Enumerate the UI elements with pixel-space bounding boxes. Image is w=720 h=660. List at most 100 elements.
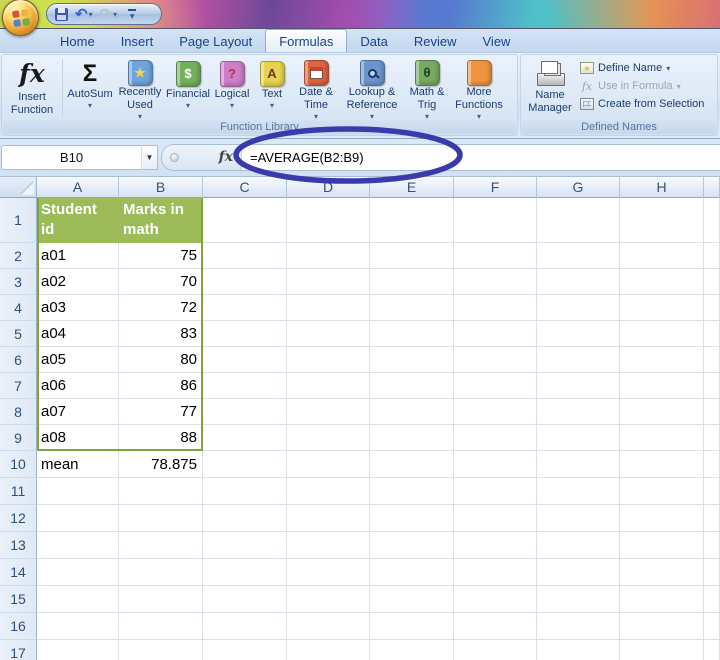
column-header-g[interactable]: G <box>537 177 620 198</box>
cell-a9[interactable]: a08 <box>37 425 119 451</box>
cell-g6[interactable] <box>537 347 620 373</box>
cell-f12[interactable] <box>454 505 537 532</box>
ribbon-button-lookup-reference[interactable]: Lookup & Reference ▾ <box>341 57 403 121</box>
cell-partial[interactable] <box>704 198 720 243</box>
cell-h14[interactable] <box>620 559 704 586</box>
cell-c9[interactable] <box>203 425 287 451</box>
cell-a8[interactable]: a07 <box>37 399 119 425</box>
cell-partial[interactable] <box>704 399 720 425</box>
insert-function-fx-button[interactable]: fx <box>218 149 233 165</box>
cell-a15[interactable] <box>37 586 119 613</box>
ribbon-button-date-time[interactable]: Date & Time ▾ <box>291 57 341 121</box>
row-header-17[interactable]: 17 <box>0 640 37 660</box>
cell-e2[interactable] <box>370 243 454 269</box>
row-header-9[interactable]: 9 <box>0 425 37 451</box>
cell-d3[interactable] <box>287 269 370 295</box>
cell-c13[interactable] <box>203 532 287 559</box>
cell-g7[interactable] <box>537 373 620 399</box>
cell-b3[interactable]: 70 <box>119 269 203 295</box>
cell-c7[interactable] <box>203 373 287 399</box>
tab-page-layout[interactable]: Page Layout <box>179 33 253 49</box>
cell-b8[interactable]: 77 <box>119 399 203 425</box>
cell-f9[interactable] <box>454 425 537 451</box>
cell-c16[interactable] <box>203 613 287 640</box>
row-header-15[interactable]: 15 <box>0 586 37 613</box>
cell-h1[interactable] <box>620 198 704 243</box>
column-header-d[interactable]: D <box>287 177 370 198</box>
cell-partial[interactable] <box>704 425 720 451</box>
cell-e13[interactable] <box>370 532 454 559</box>
cell-partial[interactable] <box>704 613 720 640</box>
cell-e11[interactable] <box>370 478 454 505</box>
row-header-10[interactable]: 10 <box>0 451 37 478</box>
formula-input[interactable]: =AVERAGE(B2:B9) <box>242 144 720 170</box>
cell-b9[interactable]: 88 <box>119 425 203 451</box>
cell-c12[interactable] <box>203 505 287 532</box>
cell-h13[interactable] <box>620 532 704 559</box>
cell-c14[interactable] <box>203 559 287 586</box>
cell-g11[interactable] <box>537 478 620 505</box>
cell-f13[interactable] <box>454 532 537 559</box>
ribbon-button-recently-used[interactable]: ★ Recently Used ▾ <box>115 57 165 121</box>
cell-b17[interactable] <box>119 640 203 660</box>
tab-data[interactable]: Data <box>360 33 388 49</box>
cell-d12[interactable] <box>287 505 370 532</box>
row-header-11[interactable]: 11 <box>0 478 37 505</box>
cell-g10[interactable] <box>537 451 620 478</box>
cell-h12[interactable] <box>620 505 704 532</box>
cell-e9[interactable] <box>370 425 454 451</box>
cell-d15[interactable] <box>287 586 370 613</box>
customize-qat-button[interactable]: ▾ <box>128 8 137 21</box>
cell-f14[interactable] <box>454 559 537 586</box>
cell-h16[interactable] <box>620 613 704 640</box>
cell-b6[interactable]: 80 <box>119 347 203 373</box>
row-header-12[interactable]: 12 <box>0 505 37 532</box>
cell-f7[interactable] <box>454 373 537 399</box>
column-header-h[interactable]: H <box>620 177 704 198</box>
office-button[interactable] <box>2 0 39 36</box>
cell-e4[interactable] <box>370 295 454 321</box>
ribbon-button-logical[interactable]: ? Logical ▾ <box>211 57 253 119</box>
cell-b15[interactable] <box>119 586 203 613</box>
cell-e6[interactable] <box>370 347 454 373</box>
cell-b2[interactable]: 75 <box>119 243 203 269</box>
cell-c15[interactable] <box>203 586 287 613</box>
cell-b12[interactable] <box>119 505 203 532</box>
splitter-handle[interactable] <box>170 152 179 162</box>
cell-b16[interactable] <box>119 613 203 640</box>
cell-e7[interactable] <box>370 373 454 399</box>
cell-e17[interactable] <box>370 640 454 660</box>
cell-h17[interactable] <box>620 640 704 660</box>
cell-h4[interactable] <box>620 295 704 321</box>
cell-a4[interactable]: a03 <box>37 295 119 321</box>
cell-a11[interactable] <box>37 478 119 505</box>
cell-a5[interactable]: a04 <box>37 321 119 347</box>
cell-d2[interactable] <box>287 243 370 269</box>
cell-a10[interactable]: mean <box>37 451 119 478</box>
cell-h3[interactable] <box>620 269 704 295</box>
button-create-from-selection[interactable]: Create from Selection <box>577 97 707 111</box>
cell-a17[interactable] <box>37 640 119 660</box>
row-header-5[interactable]: 5 <box>0 321 37 347</box>
cell-d17[interactable] <box>287 640 370 660</box>
ribbon-button-autosum[interactable]: Σ AutoSum ▾ <box>65 57 115 119</box>
cell-f2[interactable] <box>454 243 537 269</box>
cell-g1[interactable] <box>537 198 620 243</box>
save-button[interactable] <box>53 5 70 23</box>
column-header-partial[interactable] <box>704 177 720 198</box>
cell-partial[interactable] <box>704 559 720 586</box>
cell-a6[interactable]: a05 <box>37 347 119 373</box>
cell-partial[interactable] <box>704 505 720 532</box>
tab-insert[interactable]: Insert <box>120 33 154 49</box>
cell-g5[interactable] <box>537 321 620 347</box>
cell-partial[interactable] <box>704 532 720 559</box>
row-header-13[interactable]: 13 <box>0 532 37 559</box>
button-define-name[interactable]: ★ Define Name ▾ <box>577 61 707 75</box>
cell-a1[interactable]: Student id <box>37 198 119 243</box>
row-header-16[interactable]: 16 <box>0 613 37 640</box>
cell-f8[interactable] <box>454 399 537 425</box>
cell-c5[interactable] <box>203 321 287 347</box>
cell-f3[interactable] <box>454 269 537 295</box>
cell-partial[interactable] <box>704 321 720 347</box>
cell-d5[interactable] <box>287 321 370 347</box>
